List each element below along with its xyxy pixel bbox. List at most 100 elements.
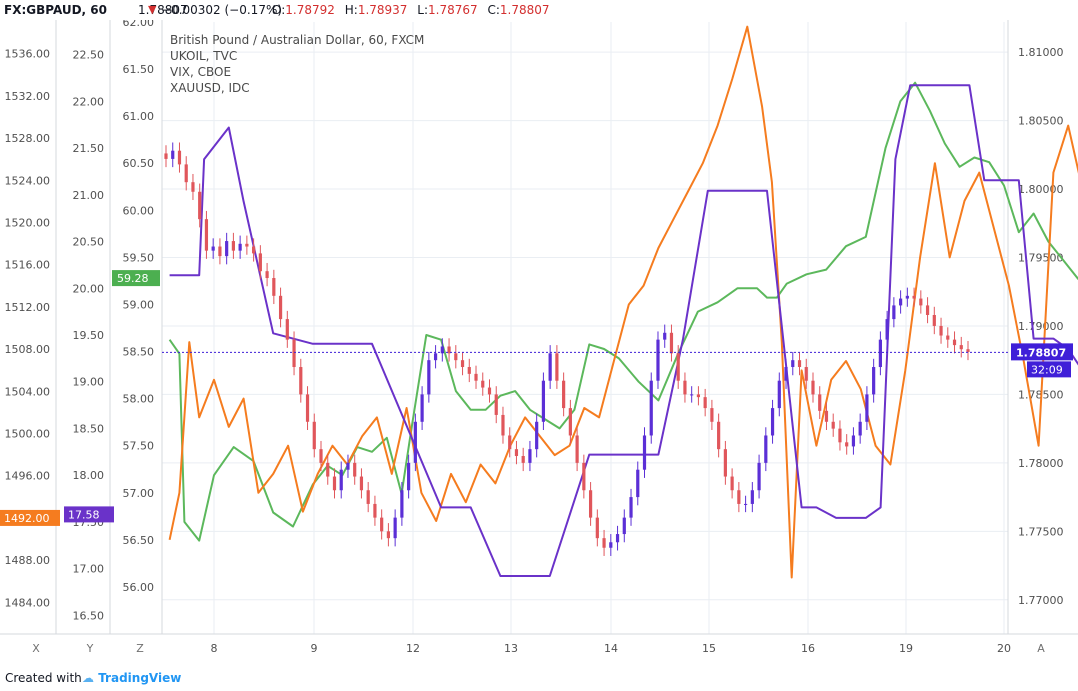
- xau-axis-tick: 1496.00: [5, 470, 51, 483]
- candle-body: [757, 462, 761, 491]
- candle-body: [285, 319, 289, 340]
- candle-body: [198, 191, 202, 220]
- candle-body: [386, 531, 391, 539]
- candle-body: [952, 339, 957, 346]
- candle-body: [278, 295, 283, 320]
- symbol-name[interactable]: FX:GBPAUD, 60: [4, 3, 107, 17]
- ukoil-axis-tick: 58.50: [123, 346, 155, 359]
- ukoil-last-badge-text: 59.28: [117, 272, 149, 285]
- y-axis-toggle[interactable]: Y: [86, 642, 94, 655]
- down-arrow-icon: ▼: [148, 3, 157, 16]
- candle-body: [171, 150, 175, 159]
- gbpaud-axis-tick: 1.77000: [1018, 594, 1064, 607]
- candle-body: [407, 462, 411, 491]
- x-axis-toggle[interactable]: X: [32, 642, 40, 655]
- chart-canvas[interactable]: 1536.001532.001528.001524.001520.001516.…: [0, 20, 1078, 666]
- candle-body: [319, 449, 323, 463]
- candle-body: [885, 319, 889, 340]
- high-key: H:: [344, 3, 358, 17]
- vix-series-line: [168, 81, 1078, 542]
- last-price-badge: [1011, 343, 1073, 361]
- candle-body: [211, 246, 215, 251]
- candle-body: [737, 490, 741, 504]
- candle-body: [265, 271, 269, 279]
- time-axis-tick: 8: [211, 642, 218, 655]
- ohlc-readout: O:1.78792 H:1.78937 L:1.78767 C:1.78807: [272, 0, 556, 20]
- ukoil-last-badge: [112, 270, 160, 287]
- candle-body: [400, 490, 404, 518]
- legend-entry: VIX, CBOE: [170, 65, 231, 79]
- tradingview-logo[interactable]: ☁ TradingView: [82, 666, 181, 691]
- candle-body: [346, 462, 350, 470]
- candle-body: [252, 246, 256, 254]
- gbpaud-axis-tick: 1.77500: [1018, 525, 1064, 538]
- xau-axis-tick: 1524.00: [5, 174, 51, 187]
- candle-body: [683, 380, 687, 395]
- auto-scale-toggle[interactable]: A: [1037, 642, 1045, 655]
- candle-body: [245, 243, 249, 247]
- candle-body: [696, 394, 701, 398]
- gbpaud-axis-tick: 1.80000: [1018, 183, 1064, 196]
- ukoil-axis-tick: 62.00: [123, 20, 155, 29]
- vix-axis-tick: 17.00: [73, 563, 105, 576]
- candle-body: [669, 332, 674, 354]
- time-axis-tick: 12: [406, 642, 420, 655]
- candle-body: [413, 421, 417, 463]
- candle-body: [656, 339, 660, 381]
- time-axis-tick: 19: [899, 642, 913, 655]
- candle-body: [710, 408, 714, 422]
- candle-body: [966, 349, 970, 352]
- xau-axis-tick: 1488.00: [5, 554, 51, 567]
- candle-body: [339, 469, 343, 491]
- candle-body: [299, 367, 303, 395]
- z-axis-toggle[interactable]: Z: [136, 642, 144, 655]
- time-axis-tick: 16: [801, 642, 815, 655]
- chart-background: [0, 20, 1078, 666]
- candle-body: [204, 219, 209, 251]
- ukoil-axis-tick: 56.50: [123, 534, 155, 547]
- legend-entry: British Pound / Australian Dollar, 60, F…: [170, 33, 424, 47]
- candle-body: [892, 305, 896, 320]
- candle-body: [494, 394, 498, 415]
- low-key: L:: [417, 3, 428, 17]
- xau-axis-tick: 1512.00: [5, 301, 51, 314]
- xau-axis-tick: 1528.00: [5, 132, 51, 145]
- xau-axis-tick: 1504.00: [5, 385, 51, 398]
- candle-body: [487, 387, 492, 395]
- candle-body: [602, 538, 606, 548]
- candle-body: [528, 449, 532, 463]
- xau-axis-tick: 1536.00: [5, 48, 51, 61]
- candle-body: [703, 397, 707, 409]
- xau-axis-tick: 1508.00: [5, 343, 51, 356]
- candle-body: [258, 253, 262, 272]
- ukoil-axis-tick: 57.00: [123, 487, 155, 500]
- candle-body: [575, 435, 579, 463]
- high-value: 1.78937: [357, 3, 408, 17]
- candle-body: [427, 360, 431, 395]
- candle-body: [231, 241, 235, 251]
- candle-body: [353, 462, 357, 477]
- candle-body: [663, 332, 667, 340]
- candle-body: [629, 497, 633, 518]
- candle-body: [946, 335, 950, 340]
- candle-body: [858, 421, 862, 436]
- candle-body: [764, 435, 768, 463]
- candle-body: [292, 339, 296, 368]
- vix-axis-tick: 21.50: [73, 142, 105, 155]
- time-axis-tick: 15: [702, 642, 716, 655]
- candle-body: [440, 346, 444, 354]
- ukoil-axis-tick: 61.00: [123, 110, 155, 123]
- candle-body: [649, 380, 653, 436]
- open-value: 1.78792: [285, 3, 335, 17]
- xauusd-last-badge: [0, 509, 60, 526]
- candle-body: [514, 449, 519, 457]
- gbpaud-axis-tick: 1.79500: [1018, 251, 1064, 264]
- candle-body: [359, 476, 364, 491]
- candle-body: [777, 380, 781, 409]
- xau-axis-tick: 1520.00: [5, 216, 51, 229]
- candle-body: [218, 246, 222, 257]
- candle-body: [501, 414, 505, 436]
- candle-body: [272, 278, 276, 296]
- gbpaud-axis-tick: 1.81000: [1018, 46, 1064, 59]
- symbol-header: FX:GBPAUD, 60 1.78807 ▼ −0.00302 (−0.17%…: [0, 0, 1078, 20]
